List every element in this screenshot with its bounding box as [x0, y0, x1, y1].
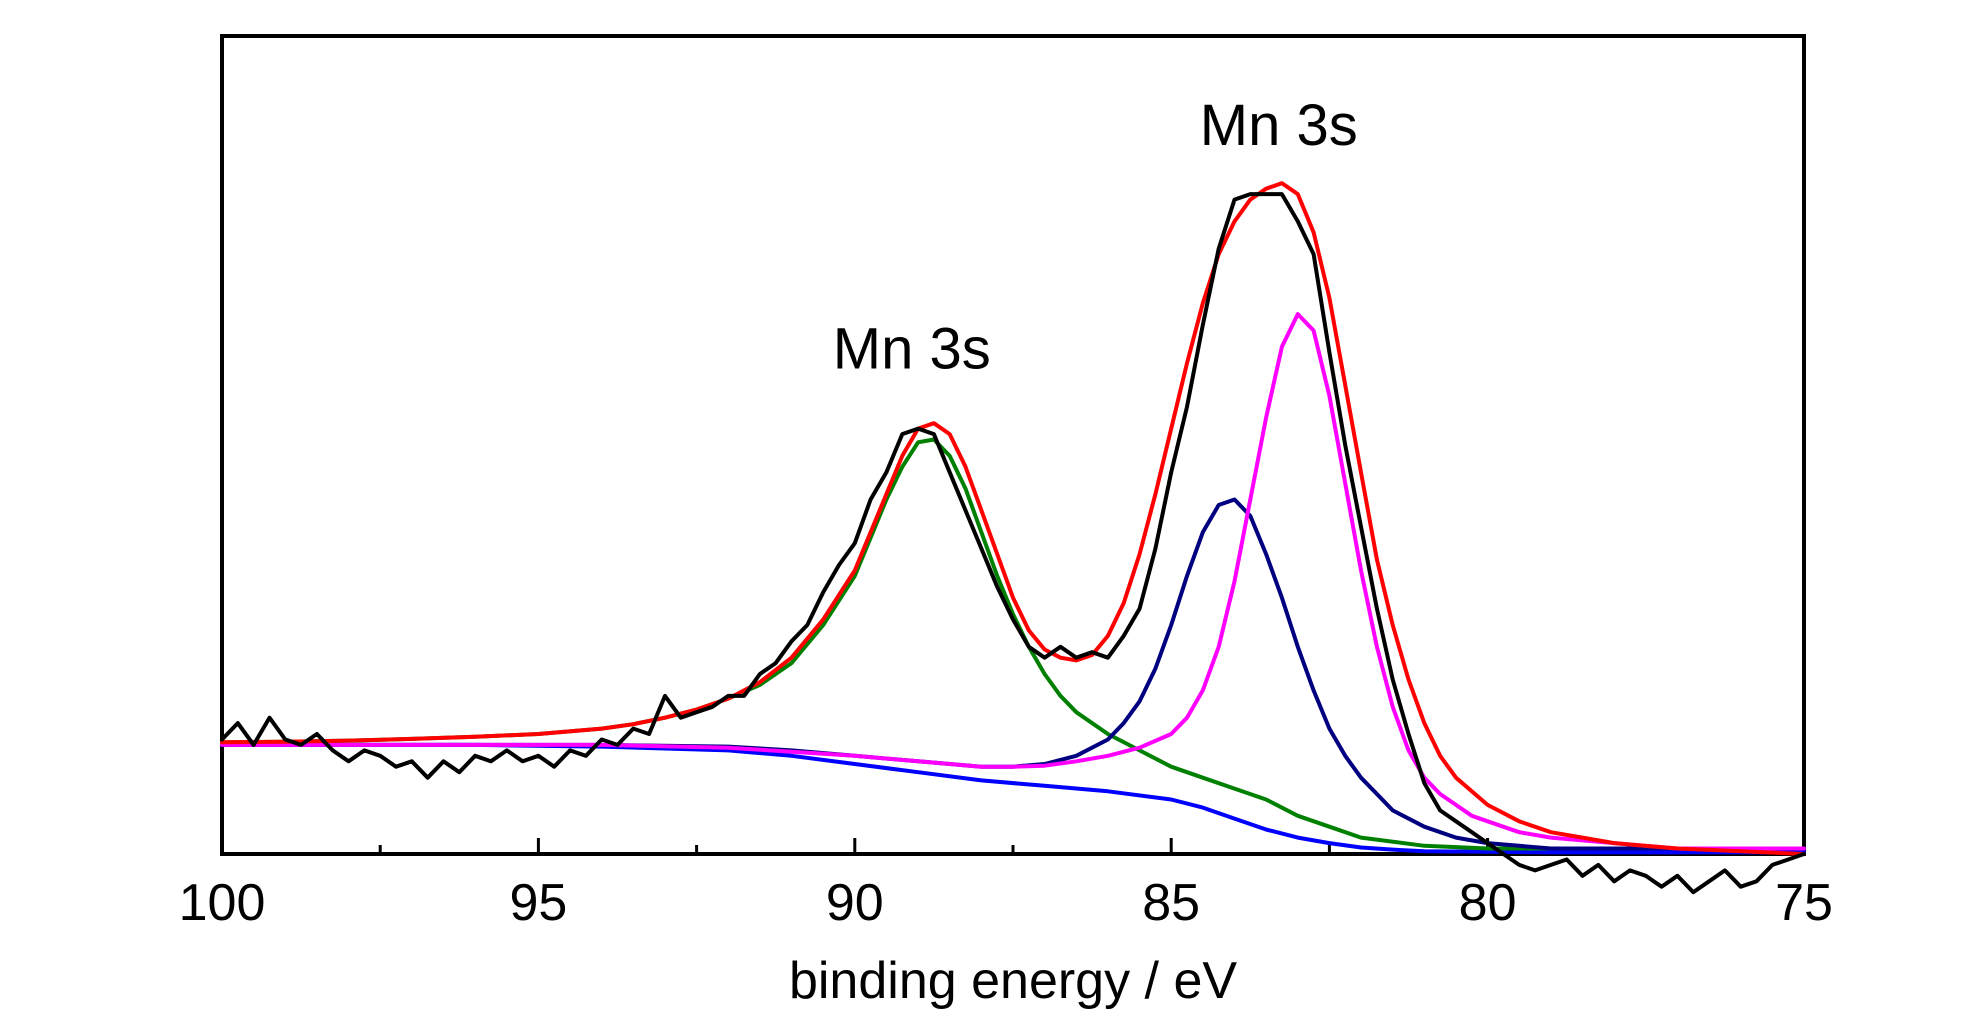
series-line-envelope-1: [220, 181, 1806, 856]
x-tick-label: 80: [1459, 874, 1517, 932]
annotation-layer: Mn 3s Mn 3s: [833, 93, 1358, 382]
series-line-component-4: [220, 312, 1806, 851]
series-line-measured-0: [220, 192, 1806, 895]
peak-annotation: Mn 3s: [833, 317, 991, 382]
x-tick-label: 85: [1142, 874, 1200, 932]
x-tick-label: 95: [509, 874, 567, 932]
series-layer: [220, 181, 1806, 895]
series-line-component-2: [220, 437, 1806, 851]
series-line-background-5: [220, 742, 1806, 855]
x-axis-tick-labels: 100 95 90 85 80 75: [179, 874, 1833, 932]
x-tick-label: 90: [826, 874, 884, 932]
plot-frame: [220, 34, 1806, 856]
series-line-component-3: [220, 497, 1806, 851]
peak-annotation: Mn 3s: [1200, 93, 1358, 158]
x-tick-label: 100: [179, 874, 266, 932]
x-tick-label: 75: [1775, 874, 1833, 932]
x-axis-title: binding energy / eV: [789, 952, 1237, 1010]
